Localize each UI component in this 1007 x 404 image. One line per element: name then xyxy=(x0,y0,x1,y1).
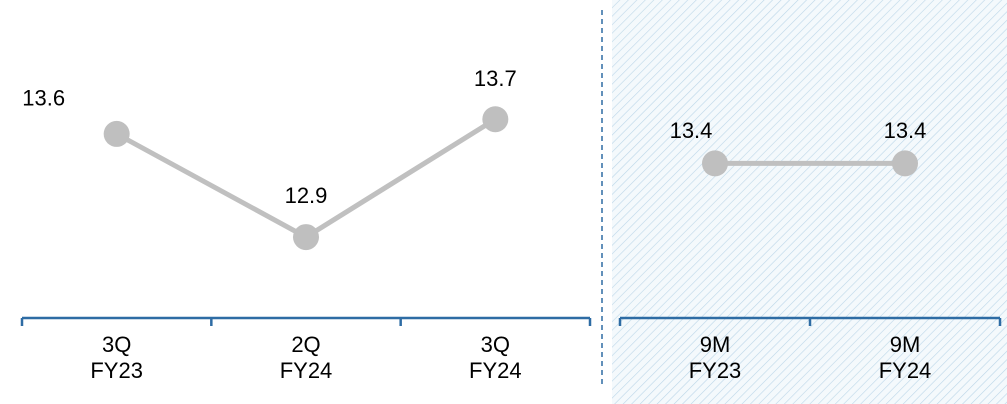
marker xyxy=(702,150,728,177)
data-label: 13.4 xyxy=(670,118,713,143)
highlight-region xyxy=(612,0,1007,404)
x-tick-label: 3Q FY23 xyxy=(90,332,143,383)
x-tick-label: 2Q FY24 xyxy=(279,332,333,383)
data-label: 13.6 xyxy=(22,86,65,111)
x-tick-label: 9M FY24 xyxy=(878,332,932,383)
marker xyxy=(103,120,130,147)
data-label: 13.4 xyxy=(884,118,927,143)
x-tick-label: 3Q FY24 xyxy=(469,332,522,383)
marker xyxy=(293,224,319,251)
data-label: 13.7 xyxy=(474,66,517,91)
line xyxy=(115,117,497,240)
marker xyxy=(892,150,918,177)
marker xyxy=(482,106,509,133)
data-label: 12.9 xyxy=(285,183,328,208)
x-tick-label: 9M FY23 xyxy=(688,332,742,383)
